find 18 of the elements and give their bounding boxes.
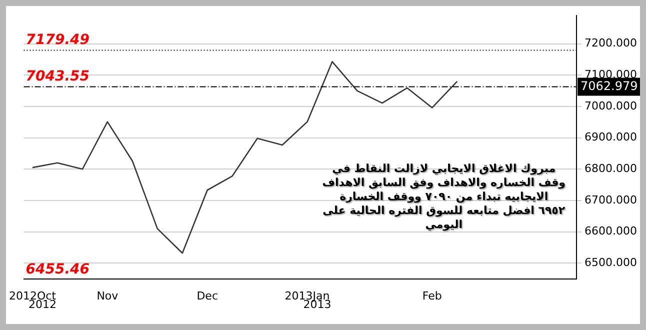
text: 2012 bbox=[28, 298, 57, 312]
annotation: مبروك الاغلاق الايجابي لازالت النقاط في وقف الخساره والاهداف وفق السابق الاهداف الايجابيه تبداء من ٧٠٩٠ ووقف الخسارة ٦٩٥٢ افضل متابعه للسوق الفتره الحالية على اليومي bbox=[322, 162, 566, 231]
x-tick-label: Feb bbox=[422, 289, 442, 302]
y-tick-label: 7100.000 bbox=[584, 68, 638, 81]
y-tick-label: 7200.000 bbox=[584, 36, 638, 50]
x-tick-label: Dec bbox=[196, 289, 218, 302]
y-tick-label: 6900.000 bbox=[584, 130, 638, 144]
annotation: 6455.46 bbox=[26, 261, 90, 278]
y-tick-label: 6600.000 bbox=[584, 224, 638, 238]
y-tick-label: 6500.000 bbox=[584, 256, 638, 269]
ref-line-label: 7179.49 bbox=[26, 32, 90, 48]
annotation: 7043.55 bbox=[26, 68, 90, 84]
y-tick-label: 7000.000 bbox=[584, 99, 638, 112]
ref-line-label: 7062.979 bbox=[580, 78, 638, 93]
y-tick-label: 6700.000 bbox=[584, 193, 638, 206]
y-tick-label: 6800.000 bbox=[584, 162, 638, 175]
x-tick-label: Nov bbox=[96, 289, 119, 302]
text: 2013 bbox=[303, 298, 332, 312]
